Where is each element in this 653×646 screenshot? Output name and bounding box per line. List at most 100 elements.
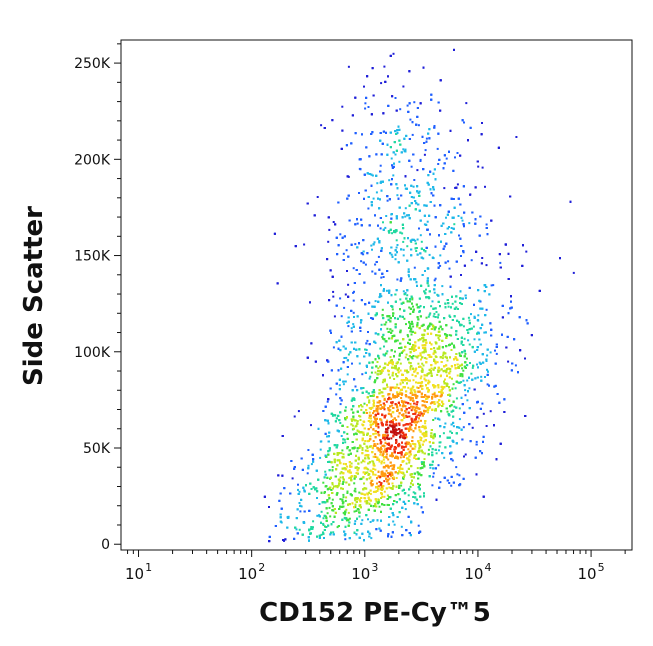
event-dot [415, 381, 417, 384]
event-dot [346, 447, 349, 450]
event-dot [377, 255, 380, 258]
event-dot [374, 263, 377, 266]
event-dot [434, 417, 437, 420]
event-dot [396, 383, 399, 386]
event-dot [342, 462, 345, 465]
event-dot [382, 221, 384, 224]
event-dot [418, 447, 421, 450]
event-dot [438, 327, 441, 330]
event-dot [346, 432, 349, 435]
event-dot [368, 399, 371, 402]
event-dot [369, 521, 372, 523]
event-dot [332, 221, 335, 223]
event-dot [470, 259, 473, 262]
event-dot [411, 357, 414, 360]
event-dot [387, 458, 390, 461]
event-dot [481, 257, 484, 259]
event-dot [372, 412, 374, 415]
event-dot [378, 505, 381, 508]
event-dot [414, 445, 417, 448]
event-dot [352, 323, 355, 326]
event-dot [433, 291, 436, 294]
event-dot [413, 409, 416, 412]
event-dot [385, 289, 388, 292]
event-dot [361, 373, 364, 376]
event-dot [297, 483, 299, 486]
event-dot [385, 215, 388, 217]
event-dot [408, 306, 411, 309]
event-dot [470, 372, 473, 375]
event-dot [345, 508, 348, 511]
event-dot [346, 492, 349, 494]
event-dot [430, 305, 433, 308]
event-dot [412, 185, 415, 188]
event-dot [428, 253, 431, 256]
event-dot [399, 108, 402, 111]
event-dot [400, 397, 403, 399]
event-dot [403, 317, 406, 320]
event-dot [366, 471, 369, 474]
event-dot [431, 463, 434, 466]
event-dot [465, 102, 468, 105]
event-dot [486, 368, 488, 371]
y-axis-label: Side Scatter [19, 206, 49, 386]
event-dot [371, 248, 373, 251]
event-dot [417, 482, 419, 485]
event-dot [429, 312, 432, 315]
event-dot [380, 323, 383, 326]
event-dot [390, 361, 393, 364]
event-dot [384, 448, 387, 451]
event-dot [416, 467, 419, 470]
event-dot [391, 474, 394, 477]
event-dot [486, 383, 489, 386]
event-dot [399, 369, 402, 372]
event-dot [347, 511, 350, 514]
event-dot [383, 65, 386, 68]
event-dot [378, 357, 381, 360]
event-dot [402, 413, 405, 416]
event-dot [463, 337, 466, 340]
event-dot [411, 391, 414, 394]
event-dot [378, 401, 381, 404]
event-dot [412, 491, 415, 494]
event-dot [401, 232, 404, 235]
event-dot [366, 447, 369, 449]
event-dot [336, 486, 339, 489]
event-dot [442, 432, 445, 435]
event-dot [383, 495, 386, 498]
event-dot [347, 65, 350, 68]
event-dot [411, 133, 414, 136]
event-dot [312, 520, 315, 523]
event-dot [409, 322, 412, 325]
event-dot [443, 380, 445, 383]
event-dot [410, 165, 413, 168]
event-dot [374, 341, 377, 344]
event-dot [458, 418, 461, 421]
event-dot [342, 453, 345, 456]
event-dot [384, 226, 387, 229]
event-dot [455, 466, 458, 469]
event-dot [341, 105, 344, 108]
event-dot [377, 367, 380, 370]
event-dot [399, 298, 402, 301]
event-dot [370, 537, 373, 540]
event-dot [448, 226, 450, 228]
event-dot [336, 526, 339, 529]
event-dot [455, 397, 458, 400]
event-dot [417, 362, 420, 365]
event-dot [424, 346, 427, 349]
event-dot [411, 407, 414, 410]
event-dot [421, 367, 424, 370]
event-dot [330, 332, 332, 334]
event-dot [404, 215, 407, 218]
event-dot [406, 245, 409, 248]
event-dot [345, 496, 348, 499]
event-dot [471, 366, 474, 369]
event-dot [359, 478, 362, 481]
event-dot [409, 392, 412, 395]
event-dot [331, 414, 334, 417]
event-dot [377, 449, 380, 452]
event-dot [381, 308, 384, 311]
event-dot [386, 428, 389, 431]
